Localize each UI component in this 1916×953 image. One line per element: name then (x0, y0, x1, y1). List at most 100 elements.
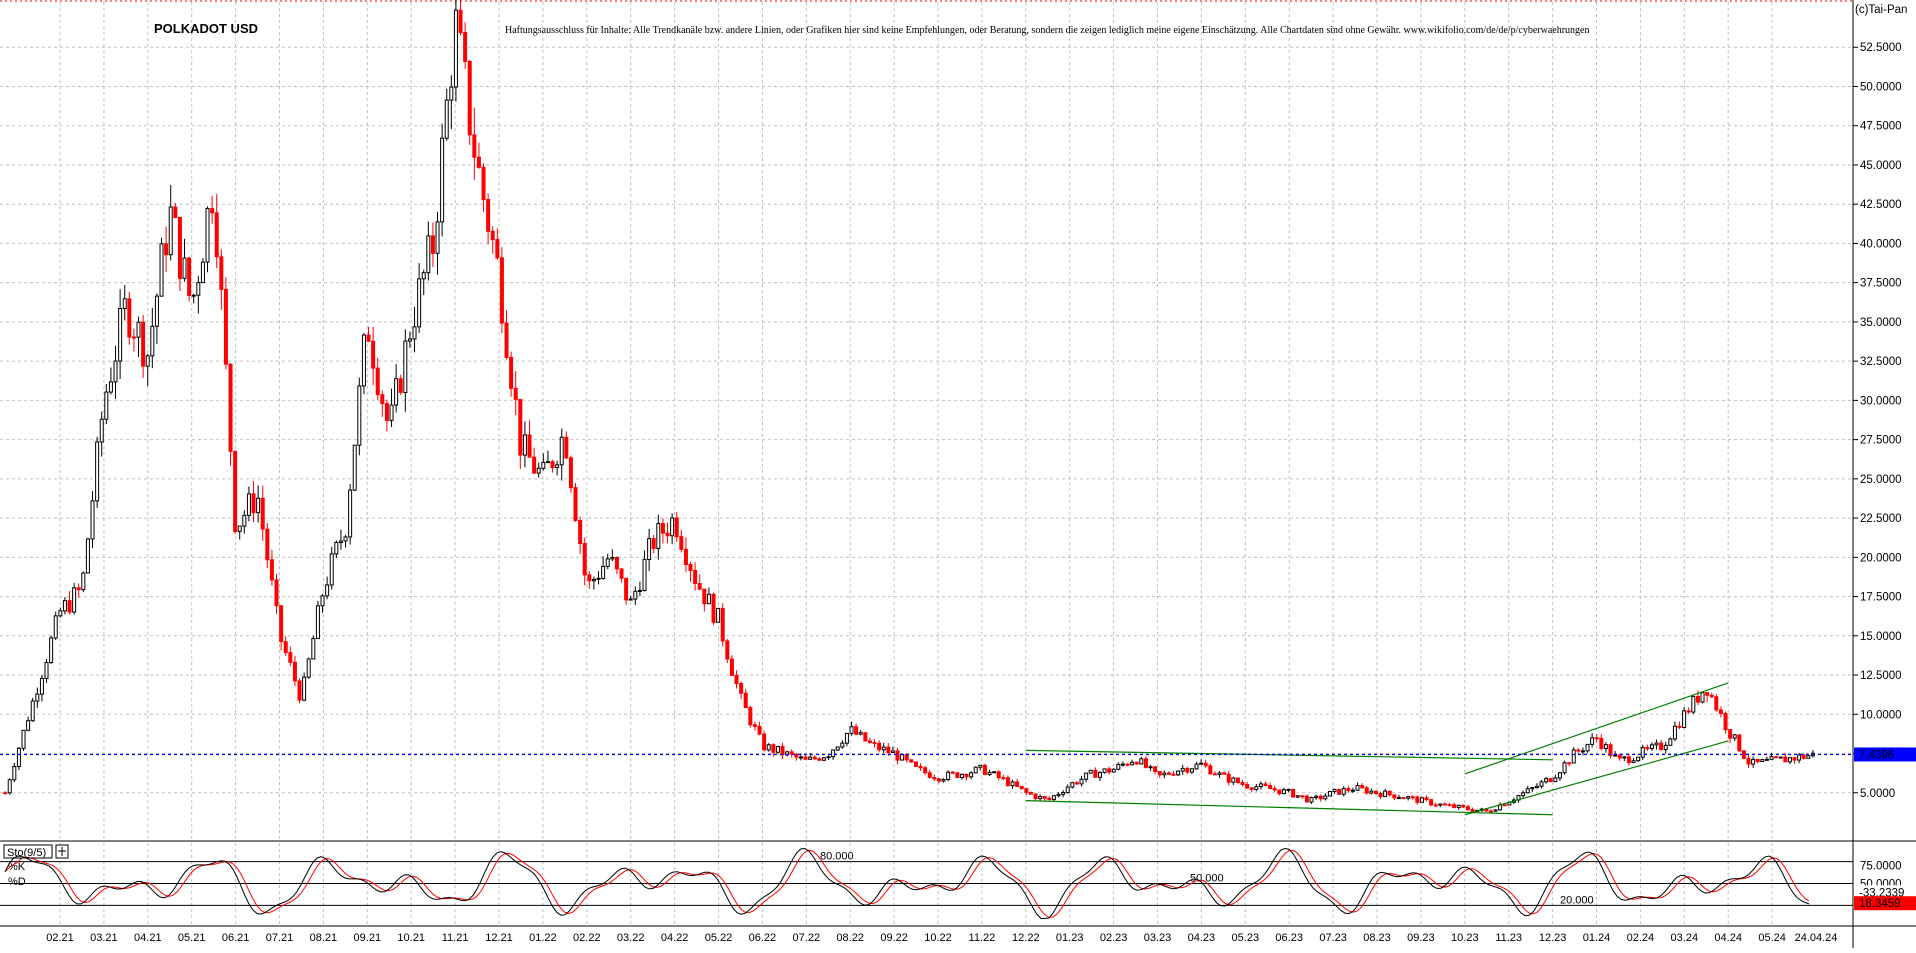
x-tick-label: 07.21 (266, 932, 294, 944)
candle-body (306, 658, 311, 678)
candle-body (1654, 742, 1659, 746)
candle-body (702, 588, 707, 605)
candle-body (1166, 772, 1171, 775)
candle-body (890, 750, 895, 754)
y-tick-label: 27.5000 (1860, 435, 1902, 447)
candle-body (30, 700, 35, 722)
candle-body (1107, 768, 1112, 773)
candle-body (762, 733, 767, 751)
candle-body (1700, 692, 1705, 703)
candle-body (734, 674, 739, 685)
candle-body (274, 579, 279, 607)
y-tick-label: 25.0000 (1860, 474, 1902, 486)
candle-body (1751, 758, 1756, 765)
candle-body (757, 725, 762, 735)
candle-body (1406, 796, 1411, 799)
candle-body (26, 720, 31, 731)
candle-body (1525, 788, 1530, 794)
candle-body (1470, 809, 1475, 813)
candle-body (1461, 804, 1466, 808)
candle-body (453, 9, 458, 88)
candle-body (794, 753, 799, 758)
candle-body (628, 598, 633, 601)
candle-body (1419, 797, 1424, 803)
candle-body (44, 661, 49, 679)
candle-body (122, 298, 127, 309)
candle-body (366, 334, 371, 342)
candle-body (909, 759, 914, 763)
copyright-label: (c)Tai-Pan (1855, 4, 1907, 16)
candle-body (81, 572, 86, 591)
candle-body (302, 676, 307, 701)
candle-body (1622, 756, 1627, 759)
candle-body (352, 444, 357, 491)
candle-body (1056, 793, 1061, 797)
x-tick-label: 01.23 (1056, 932, 1084, 944)
candle-body (826, 756, 831, 759)
candle-body (398, 378, 403, 393)
candle-body (844, 732, 849, 744)
candle-body (1548, 778, 1553, 783)
candle-body (1010, 781, 1015, 787)
x-tick-label: 02.21 (46, 932, 74, 944)
candle-body (242, 514, 247, 527)
candle-body (808, 756, 813, 760)
candle-body (1185, 767, 1190, 773)
y-tick-label: 22.5000 (1860, 513, 1902, 525)
x-tick-label: 12.22 (1012, 932, 1040, 944)
candle-body (1636, 756, 1641, 762)
candle-body (223, 288, 228, 365)
candle-body (1571, 749, 1576, 764)
chart-title: POLKADOT USD (154, 21, 258, 36)
candle-body (854, 726, 859, 735)
candle-body (12, 766, 17, 781)
stochastic-d-line (4, 849, 1810, 918)
candle-body (904, 753, 909, 761)
x-tick-label: 11.22 (969, 932, 996, 944)
candle-body (72, 587, 77, 613)
candle-body (789, 751, 794, 755)
candle-body (113, 360, 118, 383)
candle-body (1065, 786, 1070, 793)
candle-body (375, 367, 380, 396)
candle-body (1120, 763, 1125, 766)
candle-body (1042, 796, 1047, 799)
candle-body (361, 334, 366, 387)
candle-body (982, 764, 987, 776)
candle-body (1378, 792, 1383, 798)
candle-body (1139, 758, 1144, 765)
candle-body (1272, 788, 1277, 791)
x-tick-label: 05.21 (178, 932, 206, 944)
candle-body (67, 600, 72, 613)
candle-body (665, 532, 670, 537)
candle-body (541, 461, 546, 469)
x-tick-label: 02.24 (1627, 932, 1655, 944)
candle-body (472, 134, 477, 158)
y-tick-label: 5.0000 (1860, 788, 1895, 800)
x-tick-label: 11.23 (1495, 932, 1522, 944)
candle-body (187, 257, 192, 296)
level-label-20: 20.000 (1560, 894, 1594, 906)
candle-body (145, 355, 150, 367)
candle-body (1755, 758, 1760, 763)
candle-body (660, 523, 665, 534)
candle-body (435, 221, 440, 254)
candle-body (693, 569, 698, 585)
candle-body (486, 199, 491, 232)
candle-body (1116, 763, 1121, 770)
candle-body (1323, 795, 1328, 800)
candle-body (200, 261, 205, 284)
x-tick-label: 06.23 (1275, 932, 1303, 944)
candle-body (173, 206, 178, 218)
candle-body (205, 208, 210, 263)
x-tick-label: 04.24 (1714, 932, 1742, 944)
candle-body (1590, 737, 1595, 745)
candle-body (1521, 792, 1526, 797)
candle-body (748, 707, 753, 726)
candle-body (1792, 757, 1797, 761)
candle-body (1682, 710, 1687, 728)
current-price-label: 7.4396 (1859, 749, 1894, 761)
candle-body (739, 683, 744, 694)
candle-body (720, 607, 725, 642)
candle-body (1286, 788, 1291, 791)
